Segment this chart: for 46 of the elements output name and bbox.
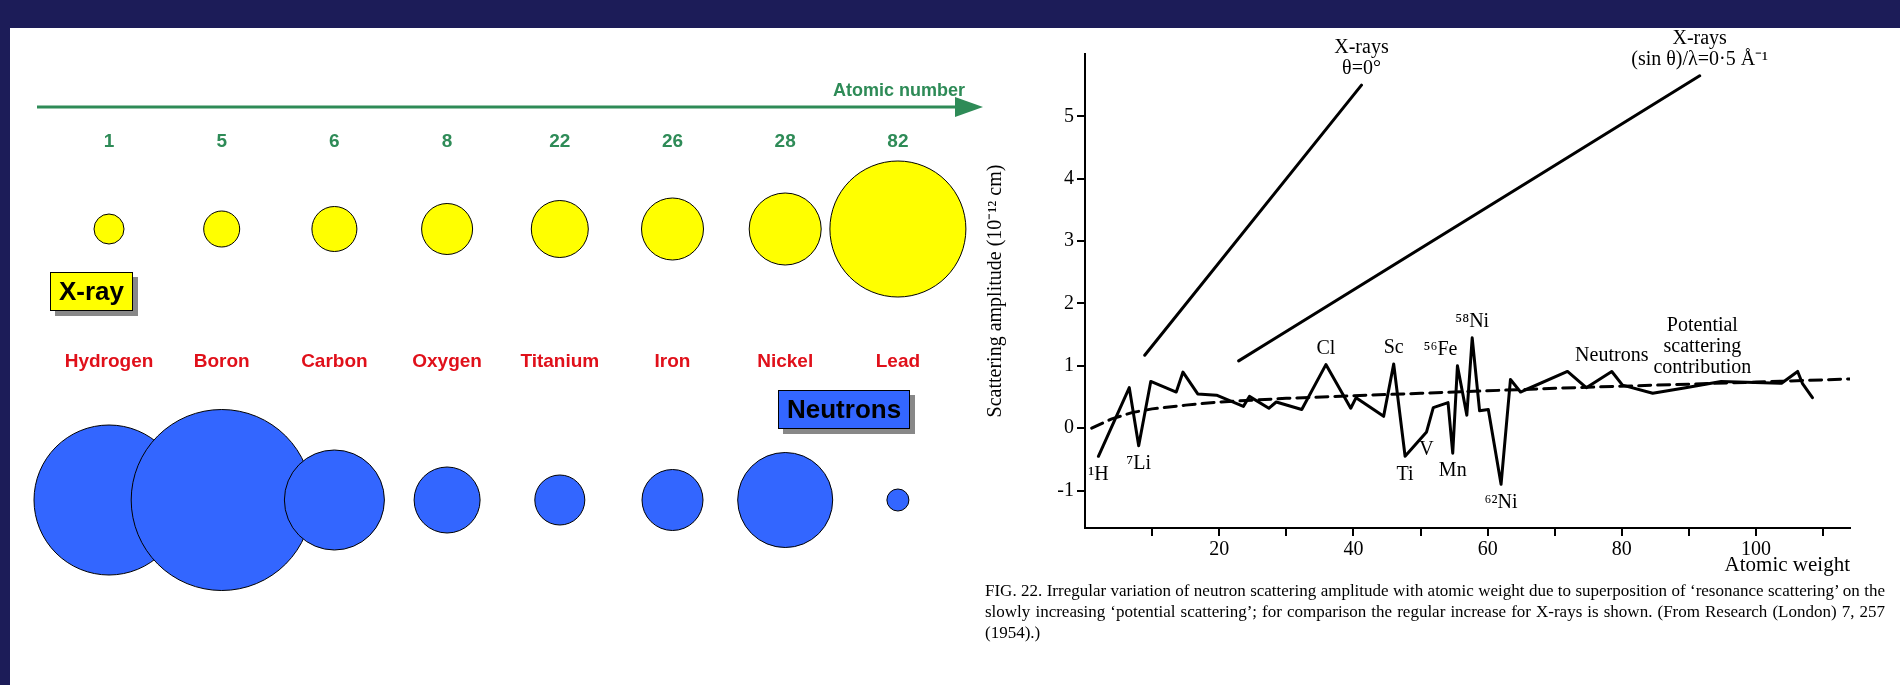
text: Atomic number	[832, 80, 965, 101]
y-tick-label: 3	[1064, 228, 1074, 251]
x-tick-label: 40	[1343, 537, 1364, 560]
x-tick-label: 80	[1611, 537, 1632, 560]
text: 1	[103, 130, 115, 151]
caption: FIG. 22. Irregular variation of neutron scattering amplitude with atomic weight due to superposition of ‘resonance scattering’ on the slowly increasing ‘potential scattering’; for comparison the regular increase for X-rays is shown. (From Research (London) 7, 257 (1954).)	[985, 580, 1885, 643]
text: Neutrons	[778, 390, 911, 429]
category-label: Iron	[653, 350, 692, 372]
y-tick-label: 5	[1064, 103, 1074, 126]
annotation: X-rays (sin θ)/λ=0·5 Å⁻¹	[1631, 26, 1769, 71]
text: 26	[661, 130, 684, 151]
annotation: X-rays θ=0°	[1334, 35, 1389, 79]
annotation: Potential scattering contribution	[1653, 312, 1752, 377]
annotation: V	[1419, 437, 1435, 460]
text: X-ray	[50, 272, 134, 311]
annotation: ⁶²Ni	[1484, 489, 1518, 512]
x-tick-label: 20	[1209, 537, 1230, 560]
text: 82	[887, 130, 909, 151]
category-label: Oxygen	[411, 350, 483, 372]
x-tick-label: 60	[1477, 537, 1498, 560]
annotation: Mn	[1438, 458, 1467, 481]
annotation: ⁷Li	[1126, 450, 1152, 473]
text: 22	[549, 130, 571, 151]
annotation: ⁵⁸Ni	[1455, 309, 1490, 332]
annotation: ¹H	[1088, 461, 1109, 484]
annotation: Sc	[1383, 335, 1404, 358]
category-label: Titanium	[519, 350, 601, 372]
category-label: Nickel	[756, 350, 815, 372]
category-label: Carbon	[300, 350, 369, 372]
y-tick-label: 1	[1064, 353, 1074, 376]
category-label: Hydrogen	[63, 350, 155, 372]
y-tick-label: 4	[1064, 165, 1074, 188]
annotation: Ti	[1396, 461, 1415, 484]
annotation: ⁵⁶Fe	[1423, 337, 1458, 360]
text: 28	[774, 130, 796, 151]
text: 5	[216, 130, 227, 151]
y-tick-label: 2	[1064, 290, 1074, 313]
text: 8	[441, 130, 453, 151]
text: 6	[329, 130, 340, 151]
annotation: Neutrons	[1575, 342, 1649, 365]
y-tick-label: 0	[1064, 415, 1074, 438]
category-label: Boron	[192, 350, 251, 372]
category-label: Lead	[874, 350, 922, 372]
y-axis-title: Scattering amplitude (10⁻¹² cm)	[983, 164, 1007, 418]
y-tick-label: -1	[1057, 477, 1074, 500]
annotation: Cl	[1316, 335, 1336, 358]
